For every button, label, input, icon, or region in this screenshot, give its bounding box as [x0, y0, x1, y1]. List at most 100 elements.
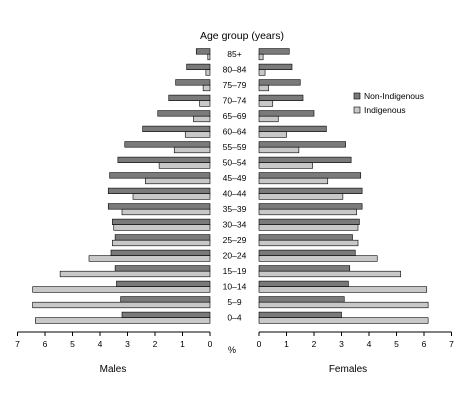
- bar-female-non-indigenous: [258, 110, 315, 117]
- bar-male-non-indigenous: [142, 125, 211, 132]
- bar-female-non-indigenous: [258, 156, 352, 164]
- bar-female-indigenous: [258, 270, 401, 278]
- age-group-label: 15–19: [223, 266, 247, 276]
- bar-male-non-indigenous: [110, 249, 211, 257]
- bar-male-non-indigenous: [175, 79, 211, 86]
- bar-male-indigenous: [113, 224, 211, 231]
- bar-female-indigenous: [258, 193, 344, 200]
- bar-female-non-indigenous: [258, 172, 362, 179]
- males-x-tick-label: 7: [15, 339, 20, 349]
- bar-female-non-indigenous: [258, 63, 293, 70]
- bar-female-indigenous: [258, 286, 428, 293]
- age-group-label: 45–49: [223, 173, 247, 183]
- age-group-label: 75–79: [223, 80, 247, 90]
- age-group-label: 30–34: [223, 220, 247, 230]
- bar-male-non-indigenous: [120, 296, 211, 303]
- bar-male-non-indigenous: [117, 156, 211, 164]
- age-group-label: 50–54: [223, 158, 247, 168]
- bar-male-indigenous: [112, 239, 211, 247]
- legend-swatch: [353, 92, 361, 100]
- age-group-label: 40–44: [223, 189, 247, 199]
- age-group-label: 35–39: [223, 204, 247, 214]
- males-x-tick-label: 2: [153, 339, 158, 349]
- bar-female-indigenous: [258, 177, 329, 185]
- legend-swatch: [353, 106, 361, 114]
- females-x-tick-label: 2: [312, 339, 317, 349]
- legend-label: Non-Indigenous: [364, 91, 424, 101]
- males-x-tick-label: 4: [98, 339, 103, 349]
- age-group-label: 55–59: [223, 142, 247, 152]
- bar-male-non-indigenous: [114, 265, 211, 272]
- bar-male-indigenous: [32, 301, 211, 309]
- bar-male-non-indigenous: [107, 187, 211, 195]
- bar-male-non-indigenous: [186, 63, 211, 70]
- legend-label: Indigenous: [364, 105, 406, 115]
- bar-female-non-indigenous: [258, 234, 353, 241]
- females-x-tick-label: 6: [422, 339, 427, 349]
- age-group-label: 65–69: [223, 111, 247, 121]
- bar-female-indigenous: [258, 301, 429, 309]
- bar-female-non-indigenous: [258, 79, 301, 86]
- bar-female-indigenous: [258, 208, 357, 216]
- females-x-tick-label: 3: [339, 339, 344, 349]
- bar-female-indigenous: [258, 69, 266, 76]
- bar-male-non-indigenous: [112, 218, 211, 226]
- bar-male-indigenous: [35, 317, 211, 324]
- bar-female-indigenous: [258, 115, 279, 123]
- bar-female-indigenous: [258, 317, 429, 324]
- bar-female-indigenous: [258, 53, 264, 61]
- females-x-tick-label: 1: [284, 339, 289, 349]
- males-x-tick-label: 6: [43, 339, 48, 349]
- bar-female-non-indigenous: [258, 296, 345, 303]
- bar-female-non-indigenous: [258, 280, 349, 288]
- bar-male-indigenous: [121, 208, 211, 216]
- males-x-tick-label: 0: [208, 339, 213, 349]
- bar-female-indigenous: [258, 162, 313, 169]
- females-x-tick-label: 7: [449, 339, 454, 349]
- bar-male-indigenous: [173, 146, 211, 154]
- bar-male-indigenous: [158, 162, 211, 169]
- bar-male-indigenous: [202, 84, 211, 92]
- bar-female-non-indigenous: [258, 265, 351, 272]
- bar-male-non-indigenous: [114, 234, 211, 241]
- bar-male-non-indigenous: [124, 141, 211, 148]
- bar-male-indigenous: [199, 100, 211, 107]
- bar-male-non-indigenous: [168, 94, 211, 101]
- bar-female-non-indigenous: [258, 218, 360, 226]
- axes-group: 7 6 5 4 3 2 1 0 0 1 2 3 4 5 6 7: [15, 331, 454, 349]
- age-group-label: 80–84: [223, 65, 247, 75]
- bar-female-non-indigenous: [258, 249, 356, 257]
- bar-female-indigenous: [258, 131, 287, 138]
- age-group-label: 10–14: [223, 282, 247, 292]
- bar-female-indigenous: [258, 239, 359, 247]
- age-labels-group: 85+ 80–84 75–79 70–74 65–69 60–64 55–59 50–54 45…: [223, 49, 247, 323]
- females-panel-label: Females: [329, 364, 367, 375]
- bar-male-indigenous: [88, 255, 211, 262]
- legend: Non-Indigenous Indigenous: [353, 91, 424, 115]
- bar-female-non-indigenous: [258, 94, 304, 101]
- males-x-tick-label: 3: [125, 339, 130, 349]
- bar-female-indigenous: [258, 100, 274, 107]
- bar-male-non-indigenous: [109, 172, 211, 179]
- bar-female-non-indigenous: [258, 203, 363, 210]
- age-group-label: 20–24: [223, 251, 247, 261]
- bar-female-non-indigenous: [258, 141, 346, 148]
- bar-female-indigenous: [258, 224, 359, 231]
- bar-male-indigenous: [184, 131, 211, 138]
- bar-male-indigenous: [59, 270, 211, 278]
- bar-male-indigenous: [132, 193, 211, 200]
- bar-female-indigenous: [258, 84, 269, 92]
- bar-female-non-indigenous: [258, 125, 327, 132]
- bar-male-indigenous: [32, 286, 211, 293]
- males-panel-label: Males: [100, 364, 127, 375]
- bar-male-non-indigenous: [195, 48, 211, 55]
- females-x-tick-label: 0: [257, 339, 262, 349]
- bar-female-non-indigenous: [258, 48, 290, 55]
- bar-male-indigenous: [145, 177, 211, 185]
- chart-title: Age group (years): [200, 30, 284, 42]
- age-group-label: 85+: [227, 49, 241, 59]
- bar-female-indigenous: [258, 146, 300, 154]
- bar-male-indigenous: [207, 53, 211, 61]
- bar-female-non-indigenous: [258, 187, 363, 195]
